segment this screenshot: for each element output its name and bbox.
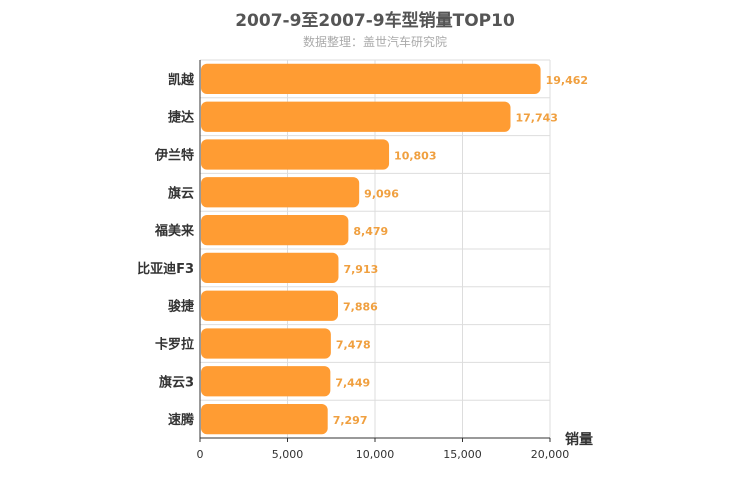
- category-label: 福美来: [154, 223, 195, 239]
- category-label: 旗云3: [159, 374, 194, 390]
- x-tick-label: 5,000: [272, 448, 304, 461]
- value-label: 19,462: [546, 74, 588, 87]
- category-label: 伊兰特: [154, 148, 194, 164]
- bar: [201, 252, 339, 284]
- category-label: 凯越: [168, 72, 195, 88]
- value-label: 8,479: [353, 225, 388, 238]
- bar: [201, 177, 360, 208]
- bar: [201, 290, 339, 321]
- bar: [201, 366, 331, 397]
- bar: [201, 139, 390, 170]
- bar: [201, 63, 541, 95]
- bar: [201, 101, 511, 132]
- value-label: 17,743: [516, 112, 558, 125]
- bar: [201, 328, 331, 359]
- value-label: 7,478: [336, 339, 371, 352]
- x-tick-label: 0: [197, 448, 204, 461]
- bar: [201, 403, 328, 435]
- category-label: 比亚迪F3: [137, 261, 194, 277]
- value-label: 10,803: [394, 150, 436, 163]
- chart-subtitle: 数据整理：盖世汽车研究院: [302, 35, 447, 49]
- category-label: 卡罗拉: [155, 337, 194, 353]
- x-tick-label: 15,000: [443, 448, 482, 461]
- category-label: 骏捷: [168, 299, 195, 315]
- x-tick-label: 20,000: [531, 448, 570, 461]
- chart-title: 2007-9至2007-9车型销量TOP10: [235, 11, 515, 31]
- bar: [201, 214, 349, 246]
- value-label: 9,096: [364, 187, 399, 200]
- value-label: 7,886: [343, 301, 378, 314]
- category-label: 捷达: [168, 110, 194, 126]
- category-label: 旗云: [168, 185, 194, 201]
- x-tick-label: 10,000: [356, 448, 395, 461]
- x-axis-label: 销量: [565, 431, 593, 448]
- value-label: 7,449: [335, 376, 370, 389]
- category-label: 速腾: [168, 412, 195, 428]
- value-label: 7,913: [343, 263, 378, 276]
- value-label: 7,297: [333, 414, 368, 427]
